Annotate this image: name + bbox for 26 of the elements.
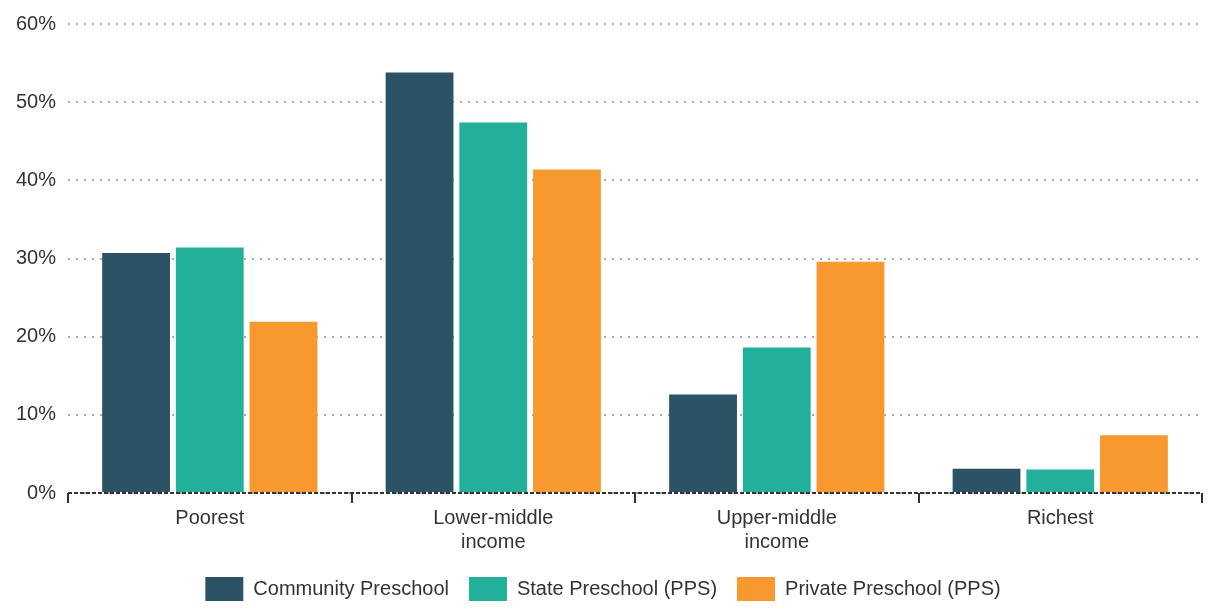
x-tick-label: Poorest: [175, 505, 245, 528]
bar: [816, 261, 885, 492]
x-tick-label: Upper-middle income: [716, 505, 837, 552]
bar: [669, 394, 737, 492]
bar: [533, 169, 601, 492]
bar: [102, 253, 170, 492]
bar: [385, 72, 454, 492]
y-tick-label: 40%: [16, 167, 57, 190]
x-tick-label: Richest: [1026, 505, 1095, 528]
y-tick-label: 10%: [16, 402, 57, 425]
bar: [459, 122, 528, 492]
bar: [1100, 435, 1168, 492]
y-tick-label: 30%: [16, 246, 57, 269]
y-tick-label: 60%: [16, 11, 57, 34]
bar: [742, 347, 811, 492]
legend-label: State Preschool (PPS): [516, 576, 718, 599]
bar: [249, 321, 318, 492]
bar: [952, 468, 1021, 492]
bar: [175, 247, 244, 492]
y-tick-label: 0%: [27, 480, 57, 503]
y-tick-label: 50%: [16, 89, 57, 112]
y-tick-label: 20%: [16, 324, 57, 347]
legend-label: Community Preschool: [253, 576, 449, 599]
bar: [1026, 469, 1095, 492]
legend-label: Private Preschool (PPS): [785, 576, 1001, 599]
x-tick-label: Lower-middle income: [433, 505, 554, 552]
